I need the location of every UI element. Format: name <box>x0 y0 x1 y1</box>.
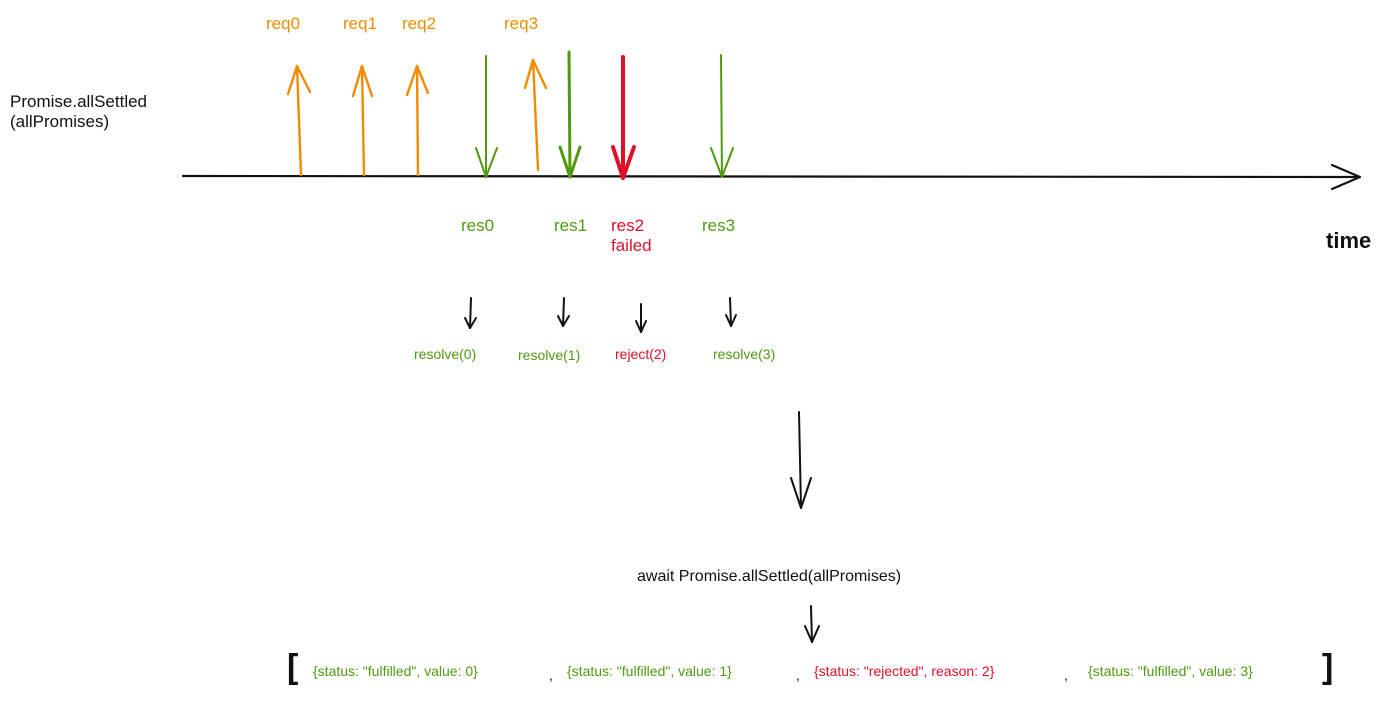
resolve1-label: resolve(1) <box>518 347 581 363</box>
res2-failed: failed <box>611 235 652 255</box>
res2-name: res2 <box>611 216 645 235</box>
caller-label: Promise.allSettled (allPromises) <box>10 92 147 131</box>
settle0-arrow <box>464 297 477 329</box>
time-axis-arrow <box>181 163 1362 191</box>
res1-arrow <box>558 50 582 179</box>
result-item-1: {status: "fulfilled", value: 1} <box>567 663 732 679</box>
result-item-2: {status: "rejected", reason: 2} <box>814 663 995 679</box>
settle1-arrow <box>557 297 570 327</box>
settle3-arrow <box>725 297 737 327</box>
result-item-0: {status: "fulfilled", value: 0} <box>313 663 478 679</box>
result-separator: , <box>1064 667 1068 683</box>
req2-arrow <box>405 64 430 177</box>
res3-label: res3 <box>702 216 736 235</box>
caller-line1: Promise.allSettled <box>10 92 148 111</box>
res0-arrow <box>475 55 498 178</box>
resolve0-label: resolve(0) <box>414 346 477 362</box>
caller-line2: (allPromises) <box>10 111 110 131</box>
res2-arrow <box>611 55 636 180</box>
result-separator: , <box>549 667 553 683</box>
res3-arrow <box>710 54 734 178</box>
res1-label: res1 <box>554 216 588 235</box>
result-item-3: {status: "fulfilled", value: 3} <box>1088 663 1253 679</box>
resolve3-label: resolve(3) <box>713 346 776 362</box>
req2-label: req2 <box>402 14 437 33</box>
res0-label: res0 <box>461 216 495 235</box>
req1-label: req1 <box>343 14 378 33</box>
req0-label: req0 <box>266 14 301 33</box>
reject2-label: reject(2) <box>615 346 667 362</box>
await-expression: await Promise.allSettled(allPromises) <box>637 568 902 585</box>
result-arrow <box>804 605 820 643</box>
res2-label: res2 failed <box>611 216 652 255</box>
result-separator: , <box>796 667 800 683</box>
req3-arrow <box>523 58 548 172</box>
req0-arrow <box>286 64 312 177</box>
result-open-bracket: [ <box>287 648 299 686</box>
await-arrow <box>790 411 812 509</box>
req3-label: req3 <box>504 14 539 33</box>
result-close-bracket: ] <box>1322 648 1334 686</box>
settle2-arrow <box>635 303 647 333</box>
time-label: time <box>1326 228 1372 253</box>
req1-arrow <box>351 64 374 177</box>
